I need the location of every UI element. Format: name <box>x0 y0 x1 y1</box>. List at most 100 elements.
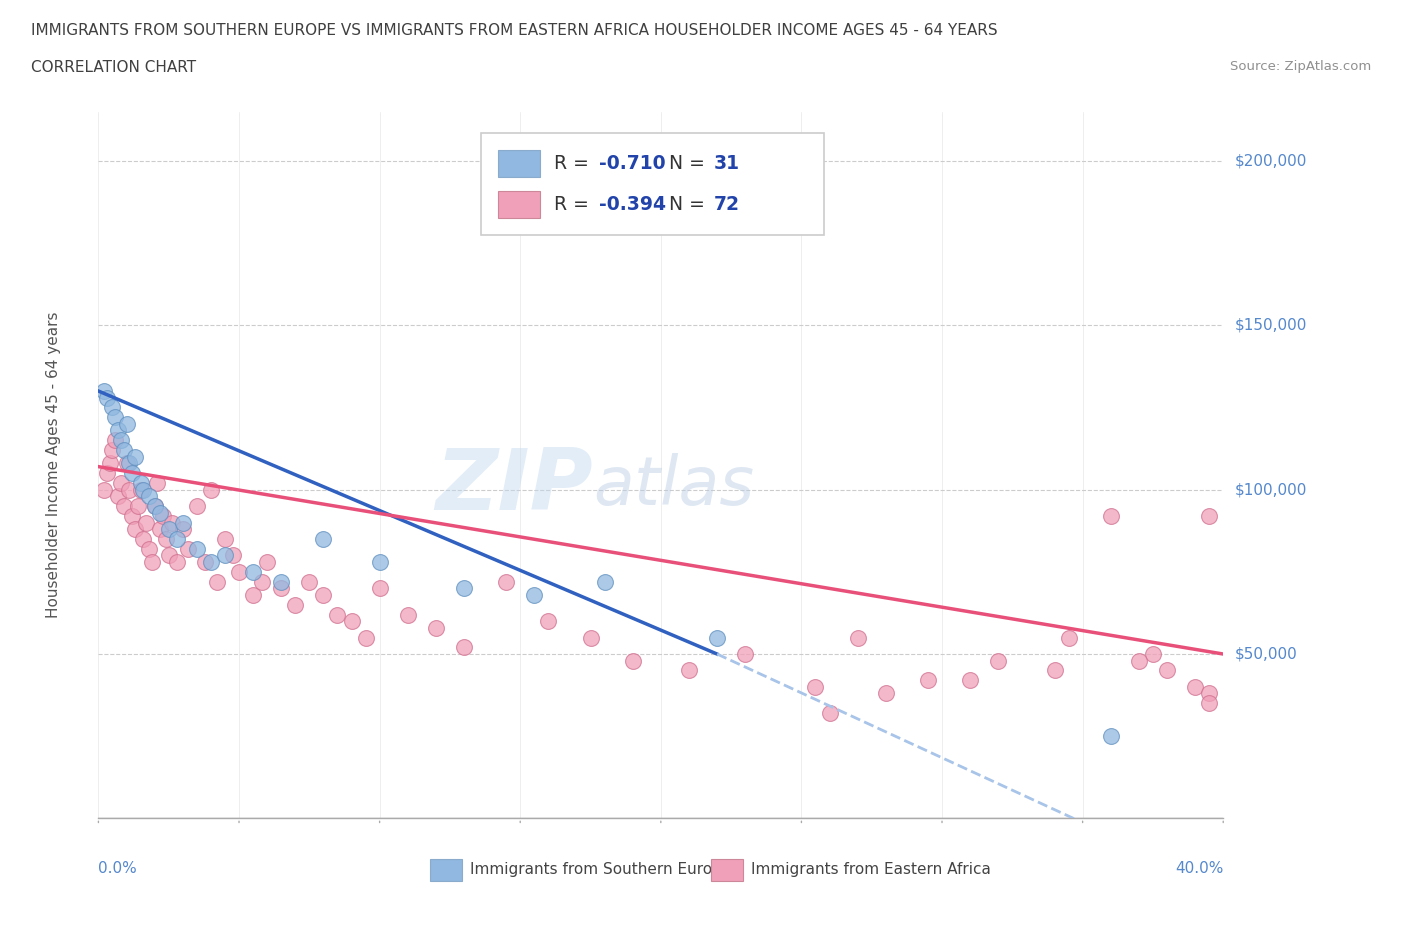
Point <box>121 509 143 524</box>
Point <box>523 588 546 603</box>
Point <box>1099 729 1122 744</box>
Point <box>270 581 292 596</box>
Point <box>93 483 115 498</box>
FancyBboxPatch shape <box>430 859 461 881</box>
Point <box>129 475 152 490</box>
FancyBboxPatch shape <box>711 859 742 881</box>
Point <box>205 574 228 589</box>
Point <box>186 498 208 513</box>
Text: 0.0%: 0.0% <box>98 861 138 876</box>
Point <box>242 565 264 579</box>
Point <box>214 532 236 547</box>
Point <box>138 541 160 556</box>
Point <box>143 498 166 513</box>
Text: R =: R = <box>554 194 595 214</box>
Point <box>453 581 475 596</box>
Point <box>107 489 129 504</box>
Point <box>846 631 869 645</box>
Point <box>200 483 222 498</box>
Point <box>112 498 135 513</box>
Point <box>242 588 264 603</box>
Point <box>115 456 138 471</box>
Point <box>678 663 700 678</box>
Point <box>104 410 127 425</box>
Text: N =: N = <box>669 194 710 214</box>
Text: Source: ZipAtlas.com: Source: ZipAtlas.com <box>1230 60 1371 73</box>
Point <box>157 548 180 563</box>
Point <box>124 449 146 464</box>
Text: $50,000: $50,000 <box>1234 646 1298 661</box>
Point <box>127 498 149 513</box>
Point <box>1128 653 1150 668</box>
Point <box>312 588 335 603</box>
Point <box>172 515 194 530</box>
Point <box>706 631 728 645</box>
Point <box>396 607 419 622</box>
Point <box>298 574 321 589</box>
Point <box>1156 663 1178 678</box>
Point <box>118 483 141 498</box>
Point <box>1198 696 1220 711</box>
Point <box>152 509 174 524</box>
Point <box>112 443 135 458</box>
Point <box>368 554 391 569</box>
Point <box>593 574 616 589</box>
Text: Householder Income Ages 45 - 64 years: Householder Income Ages 45 - 64 years <box>46 312 60 618</box>
Point <box>101 400 124 415</box>
Point <box>166 554 188 569</box>
Point <box>177 541 200 556</box>
Text: Immigrants from Eastern Africa: Immigrants from Eastern Africa <box>751 862 991 877</box>
Point <box>354 631 377 645</box>
Point <box>110 432 132 447</box>
Text: $200,000: $200,000 <box>1234 153 1306 168</box>
Text: 40.0%: 40.0% <box>1175 861 1223 876</box>
Point <box>326 607 349 622</box>
Point <box>107 423 129 438</box>
Point <box>1099 509 1122 524</box>
Point <box>186 541 208 556</box>
Point <box>121 466 143 481</box>
Point <box>214 548 236 563</box>
Point <box>1184 680 1206 695</box>
Point <box>160 515 183 530</box>
Point <box>172 522 194 537</box>
Point <box>157 522 180 537</box>
Point <box>804 680 827 695</box>
Point <box>579 631 602 645</box>
Point <box>96 391 118 405</box>
Point <box>115 417 138 432</box>
Text: ZIP: ZIP <box>436 445 593 527</box>
Point <box>818 706 841 721</box>
Point <box>250 574 273 589</box>
Point <box>96 466 118 481</box>
Point <box>222 548 245 563</box>
Point <box>200 554 222 569</box>
Point <box>132 532 155 547</box>
Point <box>453 640 475 655</box>
Point <box>98 456 121 471</box>
Point <box>256 554 278 569</box>
Point <box>1142 646 1164 661</box>
Point <box>368 581 391 596</box>
Point <box>284 597 307 612</box>
Point <box>194 554 217 569</box>
Text: N =: N = <box>669 153 710 173</box>
Text: R =: R = <box>554 153 595 173</box>
FancyBboxPatch shape <box>498 191 540 218</box>
Point <box>155 532 177 547</box>
Text: CORRELATION CHART: CORRELATION CHART <box>31 60 195 75</box>
Point <box>917 673 939 688</box>
Point <box>146 475 169 490</box>
Point <box>425 620 447 635</box>
Text: $100,000: $100,000 <box>1234 482 1306 498</box>
Point <box>124 522 146 537</box>
Point <box>118 456 141 471</box>
Point <box>1198 509 1220 524</box>
Point <box>104 432 127 447</box>
Text: Immigrants from Southern Europe: Immigrants from Southern Europe <box>470 862 731 877</box>
Point <box>875 686 897 701</box>
Text: -0.394: -0.394 <box>599 194 666 214</box>
FancyBboxPatch shape <box>498 150 540 177</box>
Point <box>621 653 644 668</box>
Point <box>143 498 166 513</box>
